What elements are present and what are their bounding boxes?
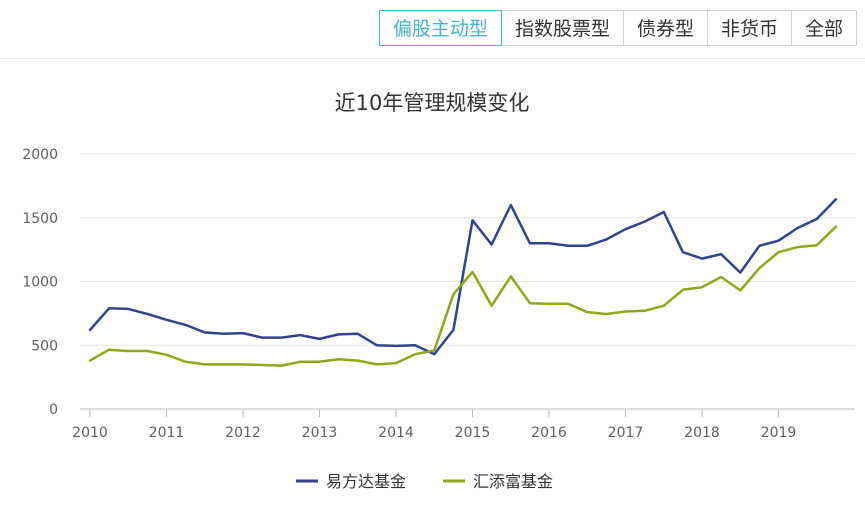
tab-bond[interactable]: 债券型 xyxy=(622,10,708,46)
y-tick-label: 500 xyxy=(31,338,58,354)
tab-non-money[interactable]: 非货币 xyxy=(706,10,792,46)
tab-all[interactable]: 全部 xyxy=(790,10,857,46)
series-layer xyxy=(88,198,838,367)
header-divider xyxy=(0,58,865,59)
y-tick-label: 0 xyxy=(49,402,58,418)
x-tick-label: 2012 xyxy=(225,425,261,441)
x-tick-label: 2016 xyxy=(531,425,567,441)
tab-active-equity[interactable]: 偏股主动型 xyxy=(378,10,502,46)
x-tick-label: 2018 xyxy=(684,425,720,441)
legend: 易方达基金 汇添富基金 xyxy=(296,472,553,491)
chart-title: 近10年管理规模变化 xyxy=(335,91,530,115)
legend-label-1[interactable]: 易方达基金 xyxy=(326,472,406,491)
x-tick-label: 2010 xyxy=(72,425,108,441)
x-tick-label: 2014 xyxy=(378,425,414,441)
x-tick-label: 2011 xyxy=(149,425,185,441)
series-line-2 xyxy=(88,225,838,367)
y-tick-label: 1500 xyxy=(22,211,58,227)
x-tick-label: 2013 xyxy=(302,425,338,441)
y-tick-label: 1000 xyxy=(22,275,58,291)
x-tick-label: 2019 xyxy=(761,425,797,441)
fund-type-tabs: 偏股主动型 指数股票型 债券型 非货币 全部 xyxy=(378,10,857,46)
axis-layer: 0 500 1000 1500 2000 2010 2011 2012 2013 2014 2015… xyxy=(22,147,796,441)
series-line-1 xyxy=(88,198,838,356)
legend-label-2[interactable]: 汇添富基金 xyxy=(473,472,553,491)
x-tick-label: 2015 xyxy=(455,425,491,441)
y-tick-label: 2000 xyxy=(22,147,58,163)
grid-layer xyxy=(80,153,855,410)
x-tick-label: 2017 xyxy=(608,425,644,441)
